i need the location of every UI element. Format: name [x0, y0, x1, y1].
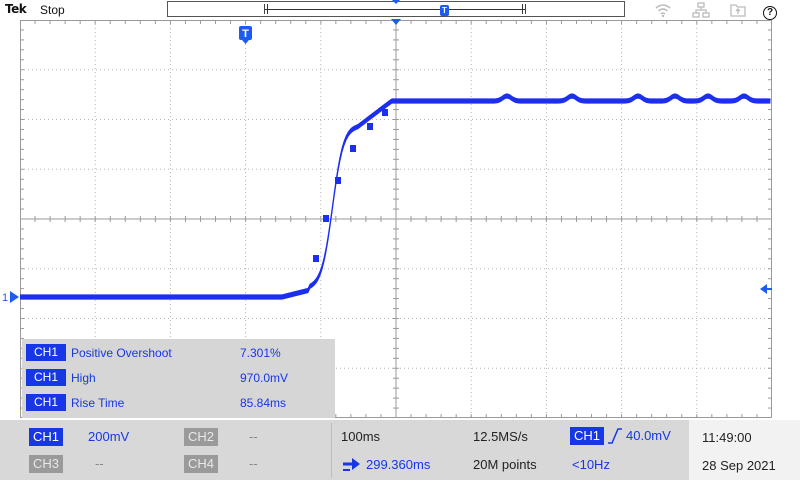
measurement-row-rise-time[interactable]: CH1 Rise Time 85.84ms	[26, 391, 331, 412]
measurement-panel[interactable]: CH1 Positive Overshoot 7.301% CH1 High 9…	[22, 339, 335, 418]
record-window[interactable]: T	[264, 4, 526, 16]
settings-panel: CH1 200mV CH2 -- CH3 -- CH4 -- 100ms 299…	[0, 420, 800, 480]
measurement-name: Rise Time	[71, 396, 125, 410]
waveform-step	[382, 109, 388, 116]
ch1-scale[interactable]: 200mV	[88, 429, 130, 444]
trigger-frequency: <10Hz	[572, 457, 610, 472]
measurement-value: 85.84ms	[240, 396, 287, 410]
run-status[interactable]: Stop	[40, 3, 65, 17]
record-length[interactable]: 20M points	[473, 457, 537, 472]
rising-edge-icon	[606, 427, 624, 445]
record-bracket-left	[267, 4, 271, 14]
waveform-step	[367, 123, 373, 130]
sample-rate: 12.5MS/s	[473, 429, 528, 444]
measurement-name: Positive Overshoot	[71, 346, 172, 360]
clock-date: 28 Sep 2021	[702, 458, 776, 473]
horizontal-position[interactable]: 299.360ms	[366, 457, 431, 472]
waveform-step	[313, 255, 319, 262]
waveform-step	[323, 215, 329, 222]
help-icon[interactable]: ?	[761, 1, 779, 20]
waveform-step	[350, 145, 356, 152]
ch1-ground-marker[interactable]	[10, 291, 19, 303]
horizontal-scale[interactable]: 100ms	[341, 429, 381, 444]
measurement-value: 970.0mV	[240, 371, 289, 385]
horizontal-position-arrow-icon	[341, 455, 363, 473]
trigger-source-button[interactable]: CH1	[570, 427, 604, 445]
ch1-waveform	[20, 93, 771, 300]
trigger-level[interactable]: 40.0mV	[626, 428, 671, 443]
measurement-channel-badge: CH1	[26, 344, 66, 361]
ch1-button[interactable]: CH1	[29, 428, 63, 446]
measurement-channel-badge: CH1	[26, 394, 66, 411]
clock-time: 11:49:00	[702, 430, 752, 445]
ch1-ground-label[interactable]: 1	[2, 292, 8, 304]
ch3-button[interactable]: CH3	[29, 455, 63, 473]
help-glyph: ?	[763, 6, 777, 20]
measurement-row-high[interactable]: CH1 High 970.0mV	[26, 366, 331, 387]
ch2-scale: --	[249, 429, 258, 444]
measurement-channel-badge: CH1	[26, 369, 66, 386]
panel-divider	[331, 423, 332, 478]
ch4-scale: --	[249, 456, 258, 471]
measurement-value: 7.301%	[240, 346, 281, 360]
clock-panel: 11:49:00 28 Sep 2021	[689, 420, 800, 480]
folder-icon[interactable]	[729, 1, 747, 19]
wifi-icon[interactable]	[654, 1, 672, 19]
brand-logo: Tek	[5, 2, 27, 16]
record-trigger-marker: T	[440, 5, 449, 16]
ch4-button[interactable]: CH4	[184, 455, 218, 473]
ch3-scale: --	[95, 456, 104, 471]
record-line	[265, 9, 525, 10]
network-icon[interactable]	[692, 1, 710, 19]
ch2-button[interactable]: CH2	[184, 428, 218, 446]
record-view[interactable]: T	[167, 1, 625, 17]
record-bracket-right	[519, 4, 523, 14]
waveform-step	[335, 177, 341, 184]
measurement-name: High	[71, 371, 96, 385]
measurement-row-overshoot[interactable]: CH1 Positive Overshoot 7.301%	[26, 341, 331, 362]
top-status-bar: Tek Stop T ?	[0, 0, 800, 20]
